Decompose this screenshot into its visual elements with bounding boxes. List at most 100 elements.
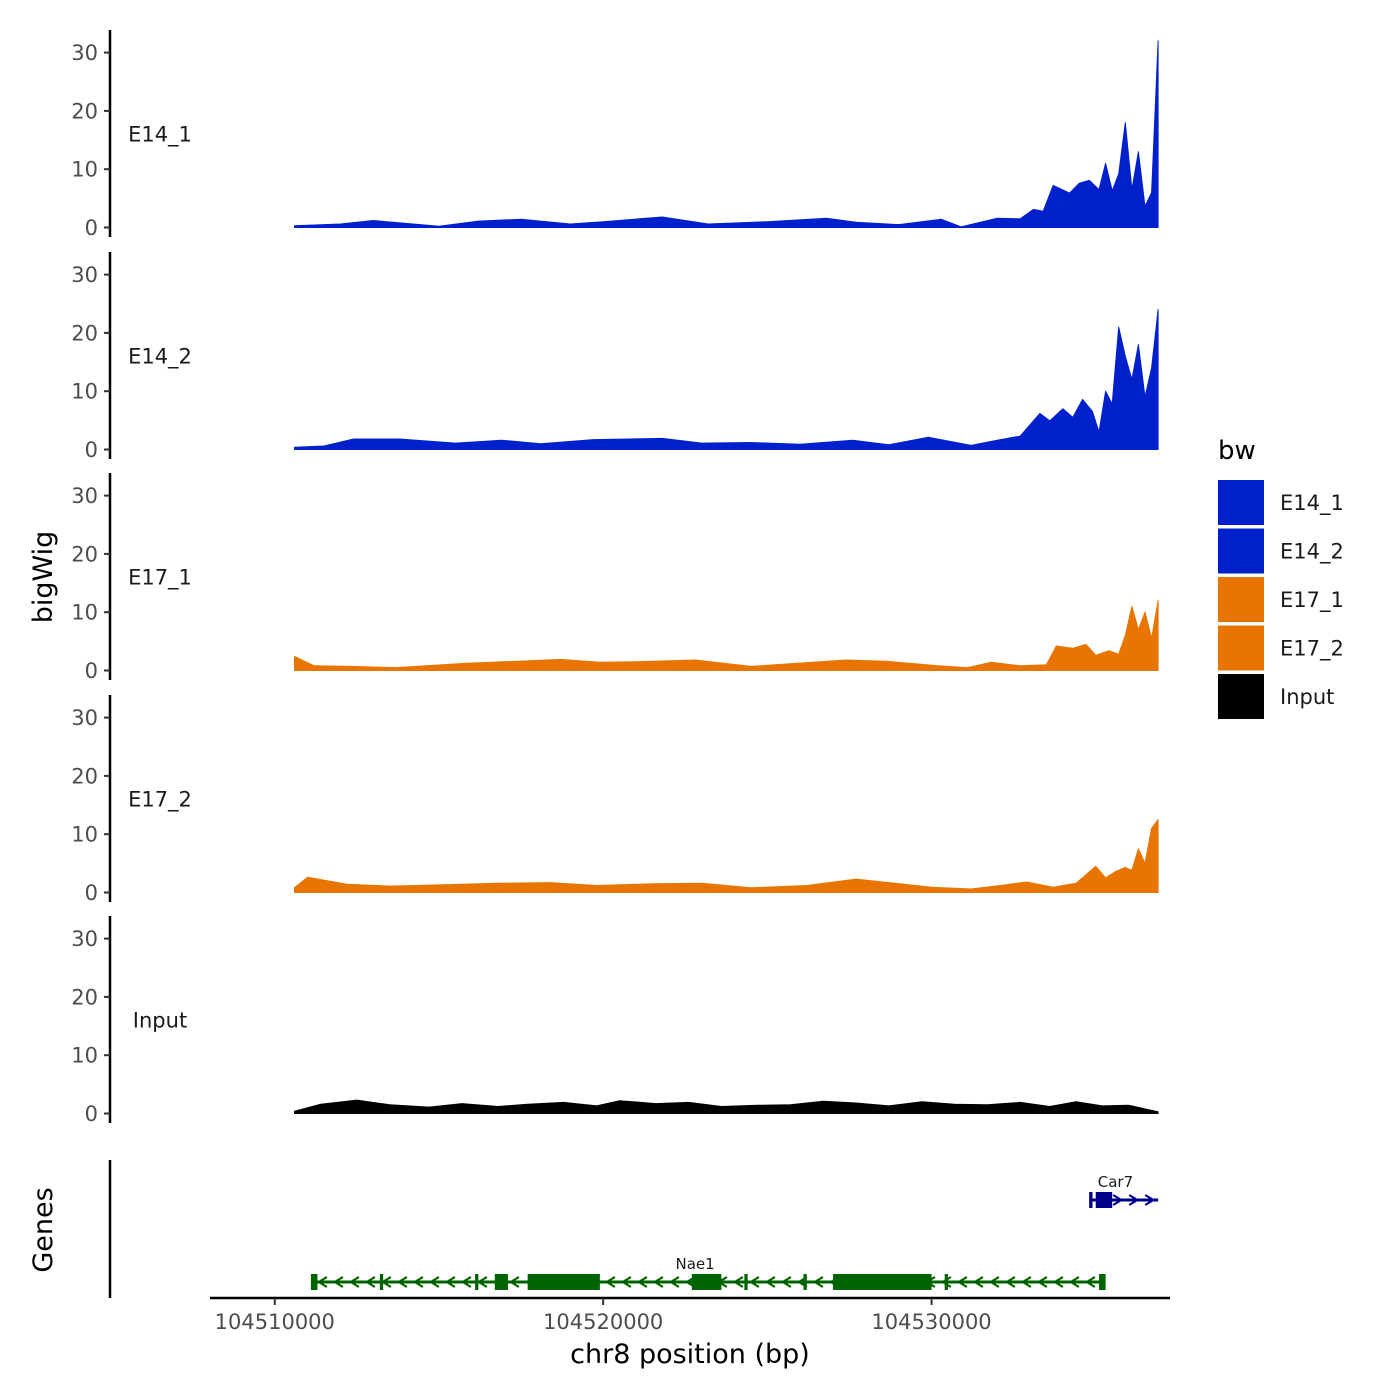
strand-arrow-icon bbox=[444, 1276, 456, 1288]
gene-exon bbox=[803, 1274, 807, 1290]
track-input: 0 10 20 30 Input bbox=[71, 916, 1159, 1126]
strand-arrow-icon bbox=[1144, 1194, 1156, 1206]
gene-exon bbox=[494, 1274, 508, 1290]
track-label: E14_2 bbox=[128, 345, 192, 370]
gene-exon bbox=[1095, 1192, 1113, 1208]
strand-arrow-icon bbox=[1128, 1194, 1140, 1206]
gene-exon bbox=[475, 1274, 479, 1290]
strand-arrow-icon bbox=[460, 1276, 472, 1288]
strand-arrow-icon bbox=[396, 1276, 408, 1288]
legend-item-e14-1: E14_1 bbox=[1218, 480, 1344, 525]
x-tick-label: 104510000 bbox=[215, 1310, 335, 1334]
y-tick-label: 20 bbox=[71, 542, 98, 566]
y-tick-label: 30 bbox=[71, 41, 98, 65]
y-tick-label: 20 bbox=[71, 99, 98, 123]
track-e17-1: 0 10 20 30 E17_1 bbox=[71, 473, 1159, 683]
strand-arrow-icon bbox=[604, 1276, 616, 1288]
track-label: Input bbox=[133, 1009, 187, 1033]
y-tick-label: 20 bbox=[71, 764, 98, 788]
coverage-area bbox=[294, 1099, 1159, 1114]
strand-arrow-icon bbox=[668, 1276, 680, 1288]
y-tick-label: 20 bbox=[71, 985, 98, 1009]
y-tick-label: 10 bbox=[71, 380, 98, 404]
strand-arrow-icon bbox=[1112, 1194, 1124, 1206]
strand-arrow-icon bbox=[956, 1276, 968, 1288]
x-tick-label: 104520000 bbox=[543, 1310, 663, 1334]
gene-exon bbox=[379, 1274, 384, 1290]
gene-nae1: Nae1 bbox=[310, 1255, 1106, 1290]
strand-arrow-icon bbox=[364, 1276, 376, 1288]
gene-exon bbox=[310, 1274, 318, 1290]
y-tick-label: 0 bbox=[85, 438, 98, 462]
track-label: E17_1 bbox=[128, 566, 192, 591]
strand-arrow-icon bbox=[428, 1276, 440, 1288]
x-axis: 104510000 104520000 104530000 bbox=[210, 1296, 1170, 1334]
strand-arrow-icon bbox=[316, 1276, 328, 1288]
y-tick-label: 20 bbox=[71, 321, 98, 345]
strand-arrow-icon bbox=[972, 1276, 984, 1288]
coverage-tracks: 0 10 20 30 E14_1 0 10 20 30 E14_2 0 10 20 30 E17_1 0 10 2… bbox=[71, 30, 1159, 1126]
y-axis-title: bigWig bbox=[28, 531, 59, 624]
coverage-area bbox=[294, 309, 1159, 450]
strand-arrow-icon bbox=[1036, 1276, 1048, 1288]
strand-arrow-icon bbox=[940, 1276, 952, 1288]
legend-title: bw bbox=[1218, 436, 1256, 466]
strand-arrow-icon bbox=[1052, 1276, 1064, 1288]
strand-arrow-icon bbox=[636, 1276, 648, 1288]
gene-exon bbox=[944, 1274, 948, 1290]
y-tick-label: 0 bbox=[85, 659, 98, 683]
legend-label: E14_1 bbox=[1280, 491, 1344, 516]
gene-exon bbox=[1089, 1192, 1093, 1208]
legend-label: Input bbox=[1280, 685, 1334, 709]
gene-exon bbox=[527, 1274, 600, 1290]
strand-arrow-icon bbox=[764, 1276, 776, 1288]
legend-label: E17_2 bbox=[1280, 637, 1344, 662]
track-e14-1: 0 10 20 30 E14_1 bbox=[71, 30, 1159, 240]
strand-arrow-icon bbox=[508, 1276, 520, 1288]
gene-exon bbox=[691, 1274, 722, 1290]
x-tick-label: 104530000 bbox=[871, 1310, 991, 1334]
legend-label: E17_1 bbox=[1280, 588, 1344, 613]
legend-item-input: Input bbox=[1218, 674, 1334, 719]
genes-axis-title: Genes bbox=[28, 1187, 59, 1272]
strand-arrow-icon bbox=[1020, 1276, 1032, 1288]
track-label: E14_1 bbox=[128, 123, 192, 148]
gene-label: Nae1 bbox=[676, 1255, 715, 1273]
legend: bw E14_1 E14_2 E17_1 E17_2 Input bbox=[1218, 436, 1344, 719]
legend-swatch bbox=[1218, 480, 1264, 525]
legend-swatch bbox=[1218, 674, 1264, 719]
strand-arrow-icon bbox=[1084, 1276, 1096, 1288]
x-axis-title: chr8 position (bp) bbox=[570, 1339, 810, 1370]
y-tick-label: 10 bbox=[71, 158, 98, 182]
y-tick-label: 10 bbox=[71, 1044, 98, 1068]
gene-exon bbox=[1099, 1274, 1106, 1290]
strand-arrow-icon bbox=[1004, 1276, 1016, 1288]
gene-exon bbox=[833, 1274, 932, 1290]
strand-arrow-icon bbox=[476, 1276, 488, 1288]
gene-track: Nae1 Car7 bbox=[108, 1160, 1159, 1298]
y-tick-label: 30 bbox=[71, 484, 98, 508]
strand-arrow-icon bbox=[652, 1276, 664, 1288]
legend-swatch bbox=[1218, 577, 1264, 622]
gene-exon bbox=[744, 1274, 748, 1290]
legend-item-e14-2: E14_2 bbox=[1218, 528, 1344, 574]
coverage-area bbox=[294, 819, 1159, 893]
strand-arrow-icon bbox=[812, 1276, 824, 1288]
strand-arrow-icon bbox=[1068, 1276, 1080, 1288]
strand-arrow-icon bbox=[748, 1276, 760, 1288]
y-tick-label: 30 bbox=[71, 263, 98, 287]
legend-item-e17-2: E17_2 bbox=[1218, 625, 1344, 671]
strand-arrow-icon bbox=[732, 1276, 744, 1288]
gene-label: Car7 bbox=[1098, 1173, 1133, 1191]
strand-arrow-icon bbox=[412, 1276, 424, 1288]
strand-arrow-icon bbox=[780, 1276, 792, 1288]
track-e14-2: 0 10 20 30 E14_2 bbox=[71, 252, 1159, 462]
legend-swatch bbox=[1218, 625, 1264, 671]
y-tick-label: 30 bbox=[71, 927, 98, 951]
y-tick-label: 10 bbox=[71, 823, 98, 847]
gene-car7: Car7 bbox=[1089, 1173, 1159, 1208]
y-tick-label: 10 bbox=[71, 601, 98, 625]
y-tick-label: 0 bbox=[85, 881, 98, 905]
legend-swatch bbox=[1218, 528, 1264, 574]
coverage-area bbox=[294, 600, 1159, 671]
